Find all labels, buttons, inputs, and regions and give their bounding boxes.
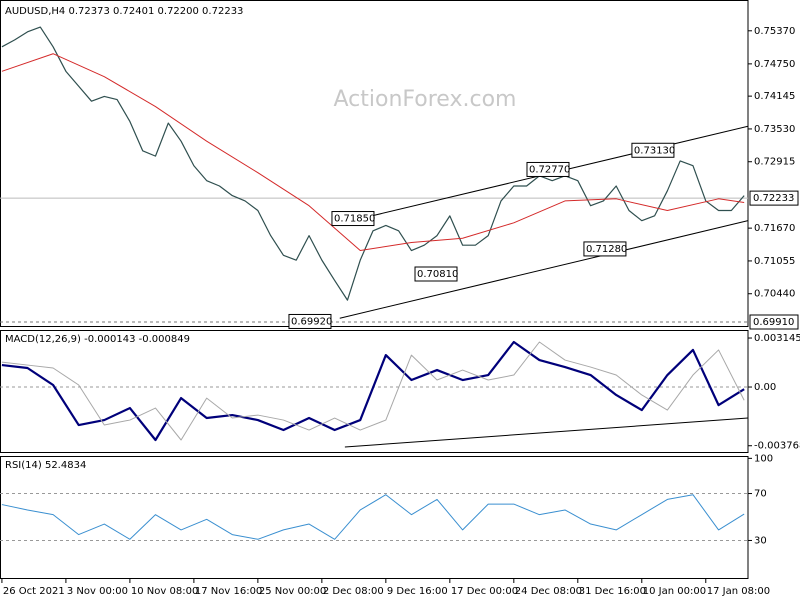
y-tick-label: 70 — [754, 489, 767, 500]
y-tick-label: 0.74145 — [754, 91, 795, 102]
y-tick-label: 0.75370 — [754, 26, 795, 37]
annotation-box — [288, 313, 332, 329]
macd-panel-frame — [0, 330, 749, 453]
panel-title: RSI(14) 52.4834 — [5, 460, 86, 471]
y-tick-label: 30 — [754, 535, 767, 546]
x-tick-label: 2 Dec 08:00 — [323, 586, 384, 597]
y-tick-label: 0.72915 — [754, 157, 795, 168]
x-tick-label: 9 Dec 16:00 — [387, 586, 448, 597]
series-line — [1, 26, 745, 301]
y-tick-label: 0.74750 — [754, 59, 795, 70]
annotation-label: 0.73130 — [634, 145, 675, 156]
annotation-label: 0.70810 — [417, 269, 458, 280]
price-panel-frame — [0, 0, 749, 327]
level-label-box — [749, 314, 799, 330]
panel-title: MACD(12,26,9) -0.000143 -0.000849 — [5, 334, 190, 345]
price-label-box — [749, 190, 799, 206]
annotation-label: 0.69920 — [291, 316, 332, 327]
annotation-box — [583, 241, 627, 257]
x-tick-label: 26 Oct 2021 — [3, 586, 65, 597]
y-tick-label: 0.73530 — [754, 124, 795, 135]
x-tick-label: 17 Jan 08:00 — [707, 586, 770, 597]
x-tick-label: 24 Dec 08:00 — [515, 586, 582, 597]
annotation-label: 0.71280 — [586, 244, 627, 255]
panel-title: AUDUSD,H4 0.72373 0.72401 0.72200 0.7223… — [5, 6, 243, 17]
annotation-box — [631, 142, 675, 158]
series-line — [1, 494, 745, 540]
series-line — [1, 340, 745, 442]
price-label: 0.72233 — [753, 193, 794, 204]
watermark: ActionForex.com — [334, 87, 517, 112]
y-tick-label: 100 — [754, 453, 773, 464]
y-tick-label: 0.003145 — [754, 333, 800, 344]
y-tick-label: -0.003768 — [754, 441, 800, 452]
y-tick-label: 0.71670 — [754, 223, 795, 234]
y-tick-label: 0.00 — [754, 382, 776, 393]
annotation-label: 0.72770 — [529, 164, 570, 175]
rsi-panel-frame — [0, 456, 749, 579]
x-tick-label: 17 Dec 00:00 — [451, 586, 518, 597]
annotation-box — [414, 266, 458, 282]
series-line — [1, 341, 745, 441]
trend-line — [344, 417, 749, 448]
annotation-box — [331, 211, 375, 227]
x-tick-label: 10 Jan 00:00 — [643, 586, 706, 597]
annotation-label: 0.71850 — [334, 214, 375, 225]
x-tick-label: 10 Nov 08:00 — [131, 586, 198, 597]
x-tick-label: 17 Nov 16:00 — [195, 586, 262, 597]
level-label: 0.69910 — [753, 317, 794, 328]
annotation-box — [526, 161, 570, 177]
y-tick-label: 0.71055 — [754, 256, 795, 267]
series-line — [1, 53, 745, 252]
x-tick-label: 25 Nov 00:00 — [259, 586, 326, 597]
x-tick-label: 3 Nov 00:00 — [67, 586, 128, 597]
trend-line — [339, 220, 749, 319]
y-tick-label: 0.70440 — [754, 289, 795, 300]
x-tick-label: 31 Dec 16:00 — [579, 586, 646, 597]
